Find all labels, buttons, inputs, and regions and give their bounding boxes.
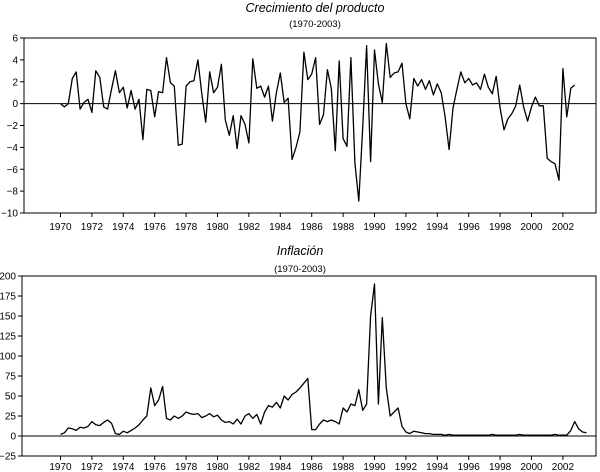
x-tick-label: 1976 <box>144 462 167 472</box>
y-tick-label: 75 <box>5 372 17 383</box>
x-tick-label: 1980 <box>206 462 229 472</box>
chart-title: Inflación <box>277 244 324 258</box>
x-tick-label: 1984 <box>269 222 292 233</box>
y-tick-label: −10 <box>1 209 18 220</box>
x-tick-label: 1990 <box>363 462 386 472</box>
x-tick-label: 1988 <box>332 462 355 472</box>
x-tick-label: 1986 <box>301 222 324 233</box>
x-tick-label: 1998 <box>489 222 512 233</box>
x-tick-label: 1972 <box>81 222 104 233</box>
chart-subtitle: (1970-2003) <box>274 264 326 275</box>
x-tick-label: 1974 <box>112 462 135 472</box>
x-tick-label: 1996 <box>458 462 481 472</box>
y-tick-label: 175 <box>0 292 16 303</box>
x-tick-label: 1992 <box>395 462 418 472</box>
chart-title: Crecimiento del producto <box>246 1 385 15</box>
x-tick-label: 1970 <box>49 222 72 233</box>
x-tick-label: 1994 <box>426 462 449 472</box>
y-tick-label: 6 <box>12 34 18 45</box>
x-tick-label: 1982 <box>238 222 261 233</box>
y-tick-label: −6 <box>7 165 19 176</box>
y-axis: 6 4 2 0 −2 −4 −6 −8 −10 <box>1 34 24 220</box>
y-tick-label: −2 <box>7 121 19 132</box>
x-axis: 1970 1972 1974 1976 1978 1980 1982 1984 1986 1988… <box>49 213 574 233</box>
y-tick-label: −25 <box>0 452 16 463</box>
x-tick-label: 1980 <box>206 222 229 233</box>
x-tick-label: 1982 <box>238 462 261 472</box>
y-tick-label: 4 <box>12 55 18 66</box>
x-tick-label: 1990 <box>363 222 386 233</box>
x-tick-label: 1972 <box>81 462 104 472</box>
chart-crecimiento: Crecimiento del producto (1970-2003) 6 4 2… <box>1 1 597 233</box>
series-line <box>60 283 587 436</box>
x-tick-label: 1984 <box>269 462 292 472</box>
y-tick-label: 125 <box>0 332 16 343</box>
x-tick-label: 2000 <box>520 462 543 472</box>
plot-frame <box>21 275 597 457</box>
x-tick-label: 2002 <box>552 462 575 472</box>
y-axis: 200 175 150 125 100 75 50 25 0 −25 <box>0 272 22 463</box>
y-tick-label: 25 <box>5 412 17 423</box>
y-tick-label: 100 <box>0 352 16 363</box>
x-tick-label: 1974 <box>112 222 135 233</box>
x-tick-label: 1996 <box>458 222 481 233</box>
y-tick-label: 0 <box>12 99 18 110</box>
x-tick-label: 1988 <box>332 222 355 233</box>
plot-frame <box>23 37 597 214</box>
y-tick-label: 200 <box>0 272 16 283</box>
x-tick-label: 1970 <box>49 462 72 472</box>
x-tick-label: 1992 <box>395 222 418 233</box>
x-tick-label: 1986 <box>301 462 324 472</box>
y-tick-label: 0 <box>10 432 16 443</box>
chart-subtitle: (1970-2003) <box>289 19 341 30</box>
y-tick-label: 50 <box>5 392 17 403</box>
chart-inflacion: Inflación (1970-2003) 200 175 150 125 100 75 5… <box>0 244 597 472</box>
y-tick-label: −8 <box>7 187 19 198</box>
x-tick-label: 1998 <box>489 462 512 472</box>
x-tick-label: 1976 <box>144 222 167 233</box>
x-tick-label: 2002 <box>552 222 575 233</box>
y-tick-label: 150 <box>0 312 16 323</box>
series-line <box>60 42 576 202</box>
y-tick-label: −4 <box>7 143 19 154</box>
x-tick-label: 1978 <box>175 222 198 233</box>
y-tick-label: 2 <box>12 77 18 88</box>
x-tick-label: 1978 <box>175 462 198 472</box>
x-axis: 1970 1972 1974 1976 1978 1980 1982 1984 1986 1988… <box>49 456 574 472</box>
x-tick-label: 2000 <box>520 222 543 233</box>
x-tick-label: 1994 <box>426 222 449 233</box>
